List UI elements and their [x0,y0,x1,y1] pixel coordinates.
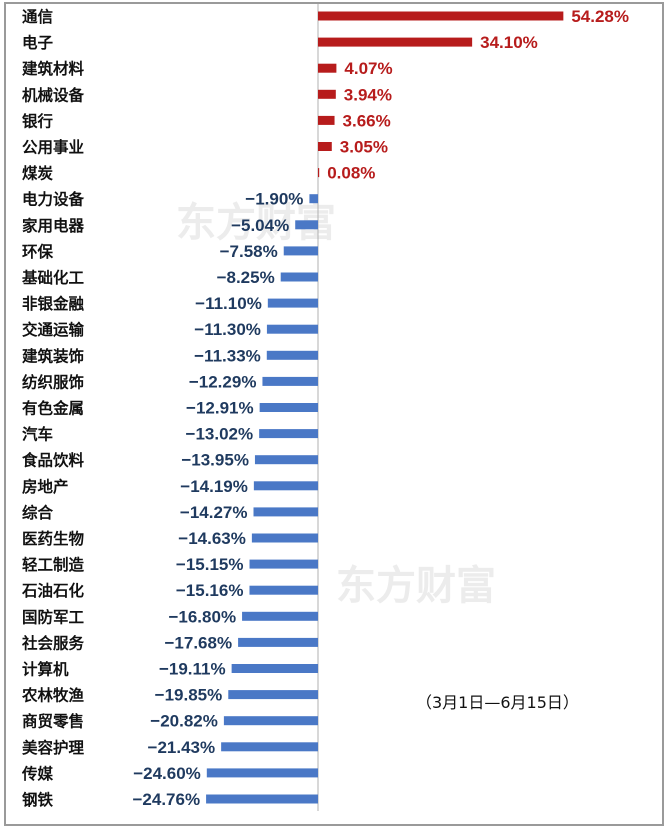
data-label: 54.28% [571,7,629,26]
chart-frame: 东方财富 东方财富 通信 54.28% 电子 34.10% 建筑材料 4.07% 机械设备 3… [4,2,664,826]
bar [223,716,318,726]
category-label: 商贸零售 [22,712,84,731]
category-label: 公用事业 [22,139,84,157]
data-label: −20.82% [150,712,218,731]
category-label: 轻工制造 [22,555,85,574]
bar [318,63,337,73]
category-label: 房地产 [22,477,69,496]
bar [295,220,318,230]
bar-chart: 东方财富 东方财富 通信 54.28%电子 34.10%建筑材料 4.07%机械设备 3… [21,4,629,811]
bar [266,324,318,334]
category-label: 社会服务 [21,633,85,652]
bar [267,298,318,308]
data-label: −11.33% [194,346,261,365]
bar [318,142,332,151]
category-label: 石油石化 [21,581,85,600]
category-label: 计算机 [22,660,69,679]
category-label: 煤炭 [22,164,54,183]
data-label: 3.94% [344,85,392,104]
data-label: −14.19% [180,477,248,496]
category-label: 医药生物 [22,529,85,548]
bar [318,115,335,125]
bar [318,37,473,47]
bar [251,533,318,543]
category-label: 建筑装饰 [22,346,84,365]
category-label: 国防军工 [22,607,85,626]
bar [206,768,318,778]
data-label: −14.63% [178,529,246,548]
bar [228,690,318,700]
bar [283,246,318,256]
data-label: −19.85% [155,686,223,705]
bar [249,585,318,595]
bar [280,272,318,282]
category-label: 综合 [22,503,54,522]
data-label: −17.68% [164,633,232,652]
watermark: 东方财富 [336,563,496,609]
data-label: −13.02% [186,425,254,444]
category-label: 钢铁 [22,790,54,809]
category-label: 汽车 [22,425,53,444]
category-label: 电子 [22,33,54,52]
bar [318,11,564,21]
category-label: 美容护理 [22,738,85,757]
bar [231,664,318,673]
bar [259,403,318,412]
category-label: 有色金属 [22,399,84,418]
category-label: 传媒 [21,764,54,783]
bar [253,507,318,517]
data-label: 4.07% [344,59,392,78]
category-label: 食品饮料 [21,451,85,470]
bar [318,168,320,178]
bar [242,611,318,621]
data-label: −14.27% [180,503,248,522]
category-label: 环保 [22,242,54,261]
data-label: −24.76% [132,790,200,809]
data-label: −19.11% [159,660,226,679]
category-label: 通信 [22,7,53,26]
bar [238,637,318,647]
data-label: −13.95% [181,451,249,470]
category-label: 非银金融 [22,294,85,313]
bar [318,89,336,99]
data-label: 34.10% [480,33,538,52]
data-label: 3.66% [343,111,391,130]
data-label: −11.30% [194,320,261,339]
bar [253,481,318,491]
data-label: −1.90% [245,190,303,209]
data-label: −15.15% [176,555,244,574]
data-label: −12.91% [186,399,254,418]
data-label: −8.25% [217,268,275,287]
bar [254,455,318,465]
category-label: 家用电器 [22,216,85,235]
category-label: 交通运输 [22,320,85,339]
data-label: −12.29% [189,372,257,391]
date-range-annotation: （3月1日—6月15日） [416,693,579,712]
category-label: 基础化工 [21,268,85,287]
data-label: 0.08% [327,164,375,183]
bar [259,429,318,439]
bar [206,794,318,804]
bar [221,742,318,752]
data-label: −7.58% [220,242,278,261]
bar [309,194,318,204]
data-label: −15.16% [176,581,244,600]
data-label: −5.04% [231,216,289,235]
data-label: −24.60% [133,764,201,783]
bar [262,376,318,386]
category-label: 建筑材料 [22,59,85,78]
category-label: 农林牧渔 [21,686,85,705]
category-label: 银行 [22,111,54,130]
category-label: 机械设备 [22,85,85,104]
data-label: 3.05% [340,138,388,157]
data-label: −21.43% [148,738,216,757]
data-label: −16.80% [168,607,236,626]
category-label: 电力设备 [22,190,85,209]
category-label: 纺织服饰 [22,372,84,391]
bar [249,559,318,569]
bar [266,350,318,360]
data-label: −11.10% [195,294,262,313]
